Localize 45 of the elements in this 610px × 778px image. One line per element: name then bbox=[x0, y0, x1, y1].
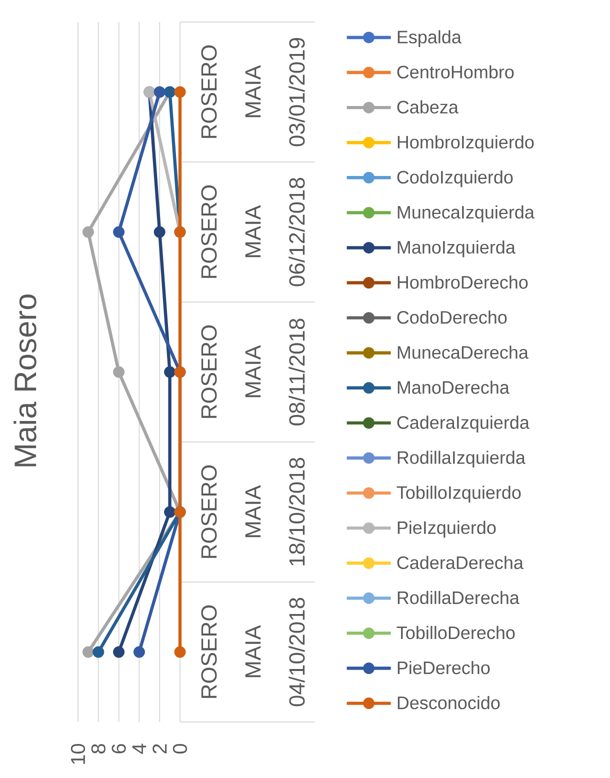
point bbox=[113, 366, 125, 378]
legend-label: ManoIzquierda bbox=[398, 240, 516, 258]
legend-label: CaderaDerecha bbox=[397, 556, 524, 570]
x-tick-label: 2 bbox=[152, 744, 167, 754]
point bbox=[154, 86, 166, 98]
legend-label: Espalda bbox=[398, 30, 462, 47]
legend-label: CentroHombro bbox=[397, 65, 514, 78]
point bbox=[174, 646, 186, 658]
category-label: ROSERO MAIA 08/11/2018 bbox=[201, 318, 305, 426]
legend-label: Desconocido bbox=[398, 696, 500, 710]
category-label: ROSERO MAIA 06/12/2018 bbox=[201, 178, 305, 286]
category-label: ROSERO MAIA 04/10/2018 bbox=[201, 598, 305, 706]
legend-label: Cabeza bbox=[397, 100, 458, 114]
legend-label: PieDerecho bbox=[398, 660, 490, 674]
legend-label: ManoDerecha bbox=[398, 380, 510, 394]
point bbox=[133, 646, 145, 658]
text: Maia Rosero bbox=[14, 294, 36, 466]
legend-label: MunecaDerecha bbox=[398, 346, 528, 359]
legend-label: RodillaIzquierda bbox=[398, 450, 526, 468]
point bbox=[174, 86, 186, 98]
legend-label: MunecaIzquierda bbox=[398, 205, 534, 222]
legend-label: PieIzquierdo bbox=[398, 520, 496, 538]
point bbox=[82, 226, 94, 238]
x-tick-label: 0 bbox=[172, 744, 188, 754]
x-tick-label: 6 bbox=[112, 744, 126, 754]
category-label: ROSERO MAIA 18/10/2018 bbox=[201, 458, 305, 566]
point bbox=[113, 226, 125, 238]
point bbox=[164, 506, 176, 518]
point bbox=[154, 226, 166, 238]
point bbox=[82, 646, 94, 658]
x-tick-label: 8 bbox=[91, 744, 106, 754]
legend-label: CodoIzquierdo bbox=[397, 170, 513, 188]
legend-label: TobilloIzquierdo bbox=[396, 486, 521, 503]
x-tick-label: 10 bbox=[70, 744, 86, 764]
legend-label: HombroDerecho bbox=[398, 276, 528, 289]
point bbox=[164, 366, 176, 378]
point bbox=[113, 646, 125, 658]
category-label: ROSERO MAIA 03/01/2019 bbox=[201, 38, 305, 146]
legend-label: HombroIzquierdo bbox=[398, 135, 534, 152]
legend-label: RodillaDerecha bbox=[398, 590, 520, 604]
legend-label: CaderaIzquierda bbox=[397, 416, 530, 432]
point bbox=[92, 646, 104, 658]
legend-label: TobilloDerecho bbox=[396, 626, 515, 640]
legend-label: CodoDerecho bbox=[397, 310, 507, 324]
x-tick-label: 4 bbox=[132, 744, 146, 754]
